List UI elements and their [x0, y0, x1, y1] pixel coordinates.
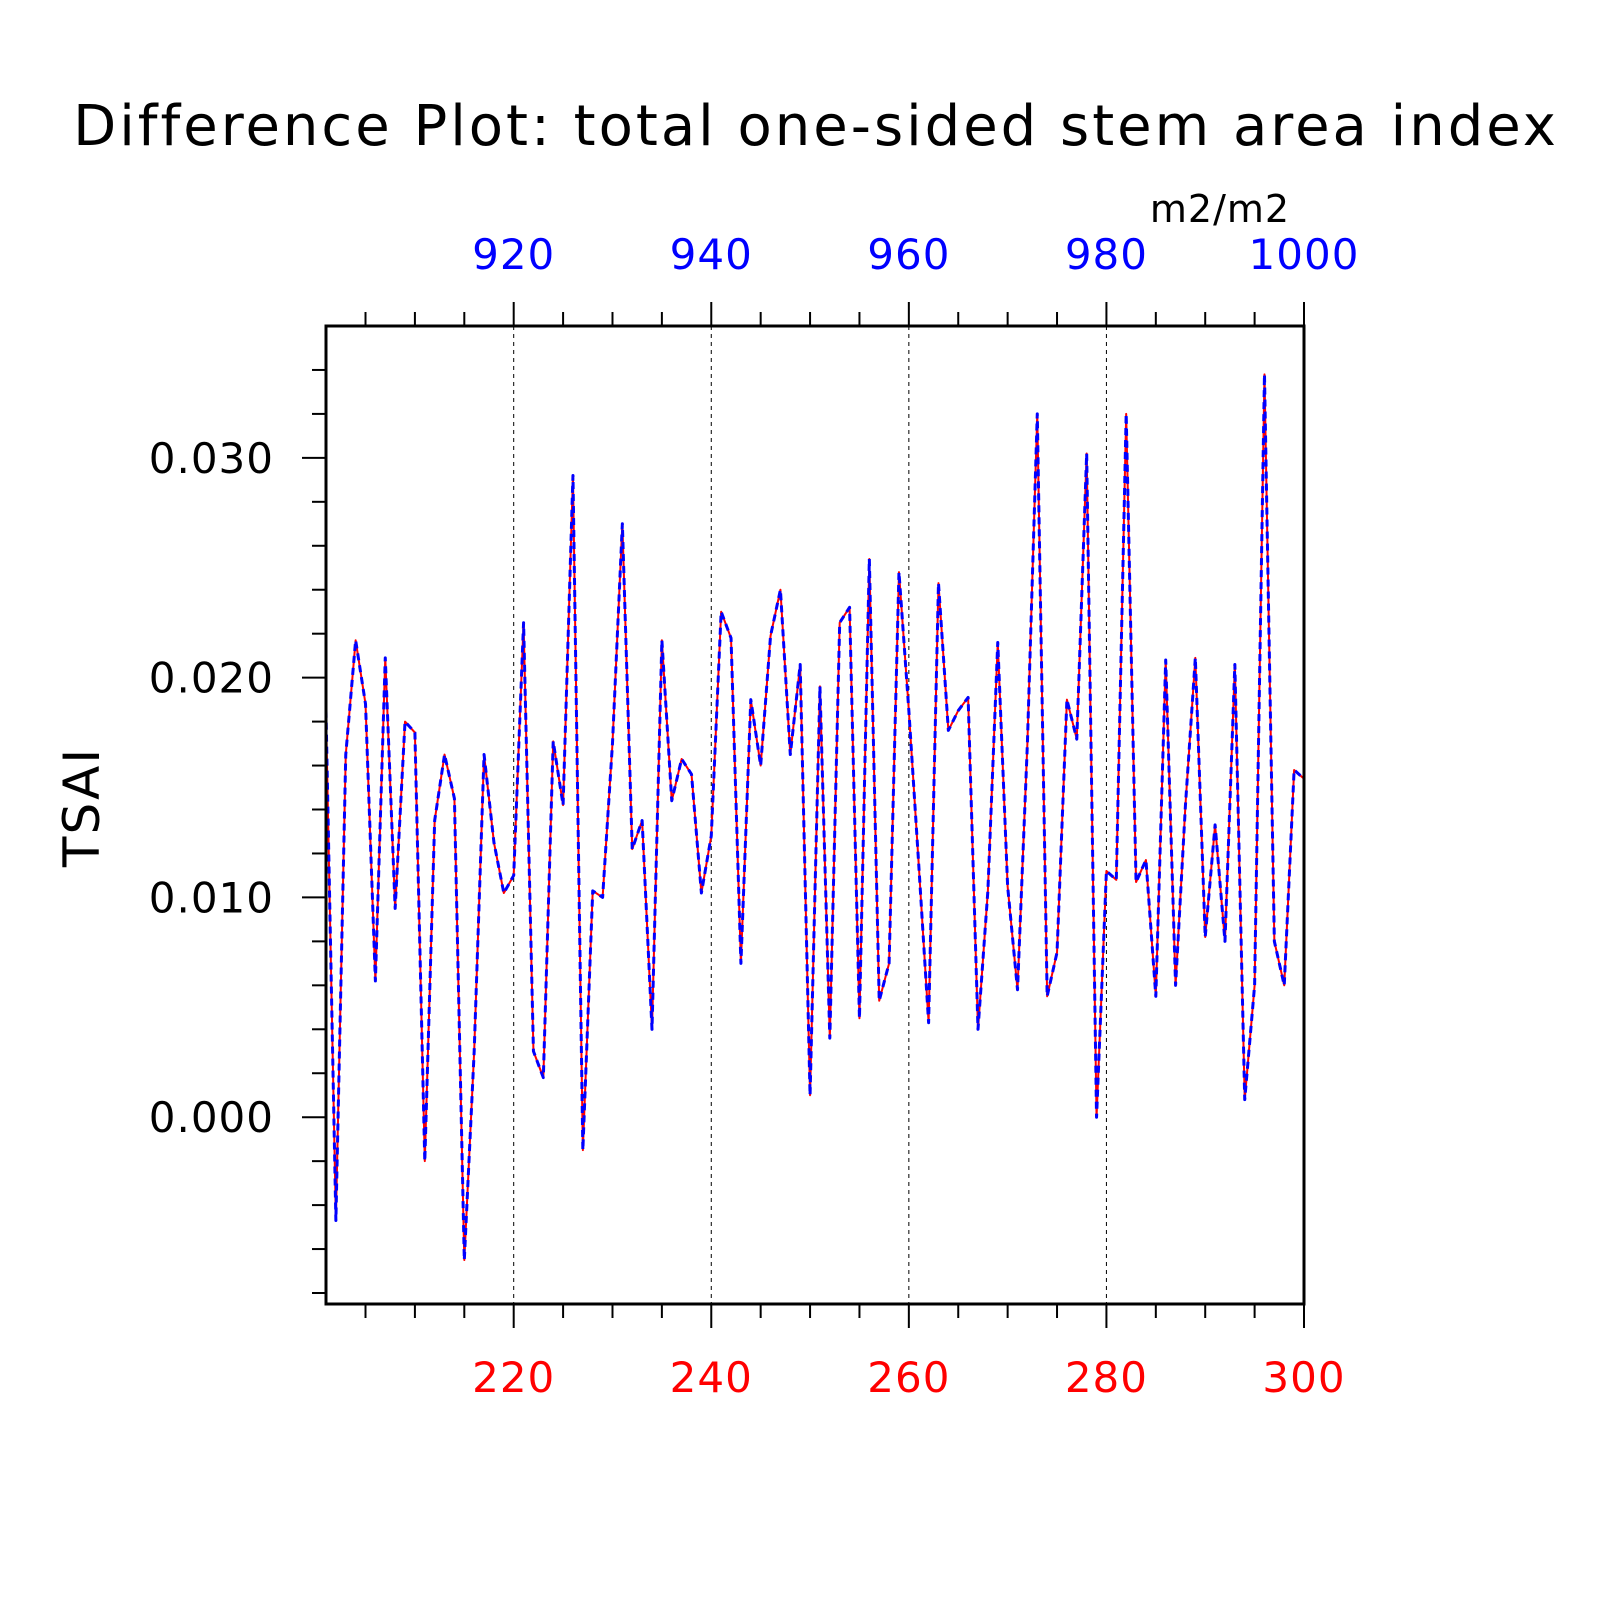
grid-lines [513, 326, 1107, 1304]
x-bottom-tick-label: 300 [1262, 1353, 1345, 1402]
axes [302, 302, 1306, 1328]
tick-labels: 0.000 0.010 0.020 0.030 220 240 260 280 300 920 94… [149, 230, 1360, 1402]
y-tick-label: 0.030 [149, 434, 274, 483]
y-tick-label: 0.020 [149, 654, 274, 703]
y-tick-label: 0.000 [149, 1093, 274, 1142]
x-bottom-tick-label: 220 [472, 1353, 555, 1402]
x-top-tick-label: 980 [1065, 230, 1148, 279]
series-layer [324, 372, 1305, 1262]
y-axis-label: TSAI [53, 747, 111, 868]
y-tick-label: 0.010 [149, 873, 274, 922]
x-top-tick-label: 920 [472, 230, 555, 279]
x-top-tick-label: 1000 [1249, 230, 1360, 279]
x-top-tick-label: 960 [867, 230, 950, 279]
series-line-top [324, 372, 1305, 1262]
units-label: m2/m2 [1150, 187, 1290, 231]
x-bottom-tick-label: 240 [670, 1353, 753, 1402]
x-bottom-tick-label: 280 [1065, 1353, 1148, 1402]
chart-title: Difference Plot: total one-sided stem ar… [73, 94, 1559, 159]
x-top-tick-label: 940 [670, 230, 753, 279]
series-line-bottom [325, 373, 1305, 1262]
plot-frame [324, 324, 1306, 1306]
x-bottom-tick-label: 260 [867, 1353, 950, 1402]
